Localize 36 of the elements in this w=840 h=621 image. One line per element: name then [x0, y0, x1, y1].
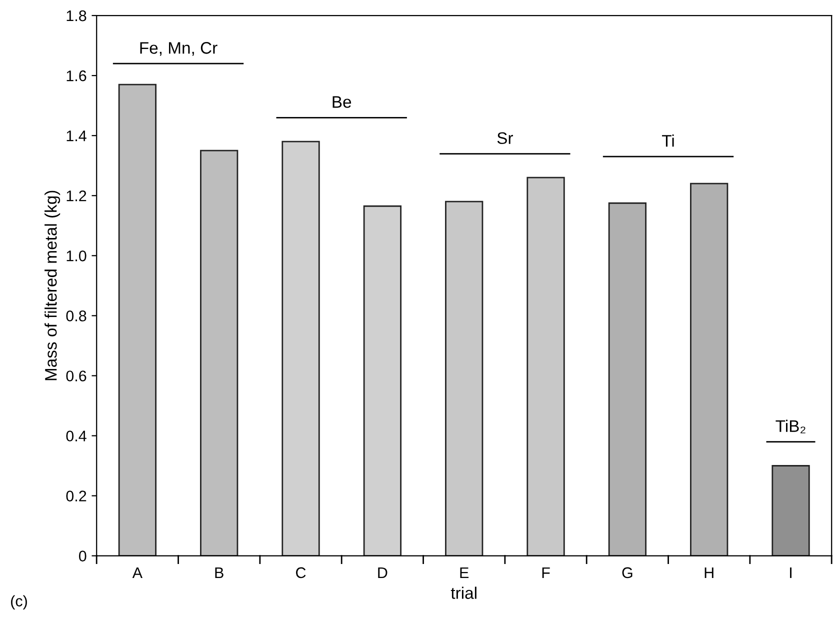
x-tick-label: H	[704, 567, 714, 578]
x-tick-label: E	[460, 567, 469, 578]
x-tick-label: A	[132, 567, 142, 578]
text: (c)	[11, 595, 27, 610]
bar	[772, 465, 810, 556]
y-tick-label: 1.6	[66, 70, 86, 82]
bar	[690, 182, 728, 556]
bar	[445, 200, 484, 556]
x-tick-label: D	[378, 567, 388, 578]
bar	[200, 150, 238, 556]
bar	[282, 140, 320, 556]
y-axis-title: Mass of filtered metal (kg)	[44, 190, 60, 380]
y-tick-label: 1.4	[66, 130, 86, 142]
annotation: Be	[332, 96, 352, 108]
y-tick-label: 1.2	[66, 190, 86, 202]
x-axis-title: trial	[450, 586, 476, 599]
annotation: Sr	[497, 132, 513, 144]
annotation: Fe, Mn, Cr	[140, 42, 218, 56]
bar	[526, 176, 565, 556]
x-tick-label: F	[542, 567, 550, 578]
annotation: TiB₂	[776, 420, 806, 434]
y-tick-label: 1.8	[66, 10, 86, 22]
annotation: Ti	[662, 134, 674, 147]
y-tick-label: 0	[78, 550, 86, 562]
x-tick-label: I	[790, 567, 792, 578]
bar	[608, 202, 647, 556]
y-tick-label: 0.8	[66, 310, 86, 322]
bar	[363, 205, 402, 556]
y-tick-label: 0.2	[66, 490, 86, 502]
x-tick-label: G	[622, 567, 632, 578]
y-tick-label: 0.6	[66, 370, 86, 382]
bar	[118, 84, 157, 556]
x-tick-label: B	[215, 567, 224, 578]
y-tick-label: 1.0	[66, 250, 86, 262]
y-tick-label: 0.4	[66, 430, 86, 442]
x-tick-label: C	[296, 567, 306, 578]
